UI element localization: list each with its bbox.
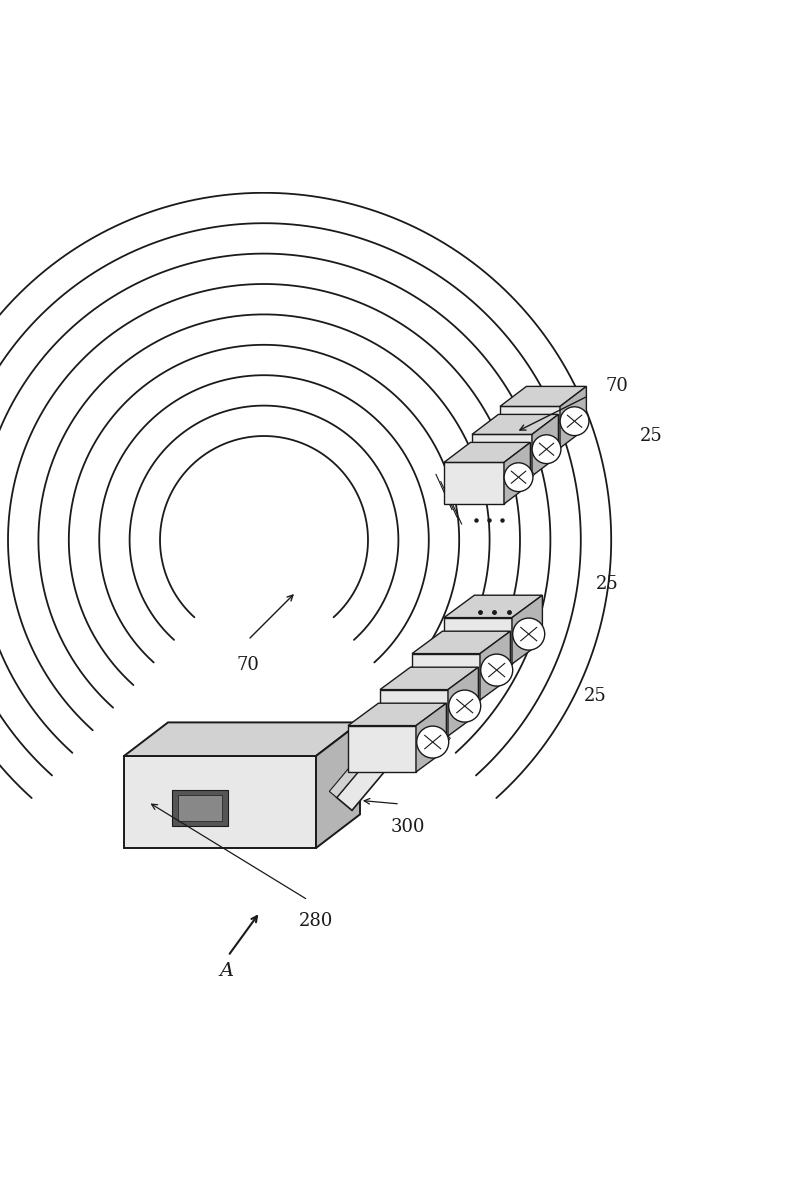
Text: 25: 25 [584, 687, 606, 704]
Polygon shape [348, 703, 446, 726]
Circle shape [481, 654, 513, 686]
Circle shape [513, 618, 545, 650]
Polygon shape [472, 435, 532, 476]
Polygon shape [416, 703, 446, 772]
Polygon shape [178, 796, 222, 821]
Circle shape [532, 435, 561, 464]
Circle shape [504, 463, 533, 491]
Text: 25: 25 [596, 575, 618, 593]
Polygon shape [448, 668, 478, 736]
Polygon shape [480, 631, 510, 700]
Polygon shape [513, 464, 534, 490]
Polygon shape [500, 406, 560, 448]
Polygon shape [380, 668, 478, 689]
Polygon shape [444, 596, 542, 618]
Polygon shape [512, 596, 542, 664]
Polygon shape [412, 654, 480, 700]
Text: 280: 280 [299, 912, 333, 929]
Polygon shape [504, 443, 530, 504]
Polygon shape [348, 726, 416, 772]
Polygon shape [532, 414, 558, 476]
Polygon shape [124, 757, 316, 848]
Polygon shape [472, 414, 558, 435]
Text: 70: 70 [237, 656, 259, 674]
Polygon shape [444, 463, 504, 504]
Polygon shape [316, 722, 360, 848]
Text: 70: 70 [606, 378, 629, 395]
Polygon shape [330, 675, 434, 798]
Circle shape [417, 726, 449, 758]
Polygon shape [426, 728, 450, 757]
Text: 300: 300 [390, 818, 426, 836]
Polygon shape [444, 443, 530, 463]
Polygon shape [380, 689, 448, 736]
Text: 25: 25 [640, 427, 662, 445]
Polygon shape [444, 618, 512, 664]
Polygon shape [560, 386, 586, 448]
Polygon shape [172, 791, 228, 825]
Circle shape [560, 407, 589, 436]
Polygon shape [337, 681, 450, 810]
Text: A: A [219, 963, 234, 980]
Polygon shape [412, 631, 510, 654]
Circle shape [449, 690, 481, 722]
Polygon shape [124, 722, 360, 757]
Polygon shape [500, 386, 586, 406]
